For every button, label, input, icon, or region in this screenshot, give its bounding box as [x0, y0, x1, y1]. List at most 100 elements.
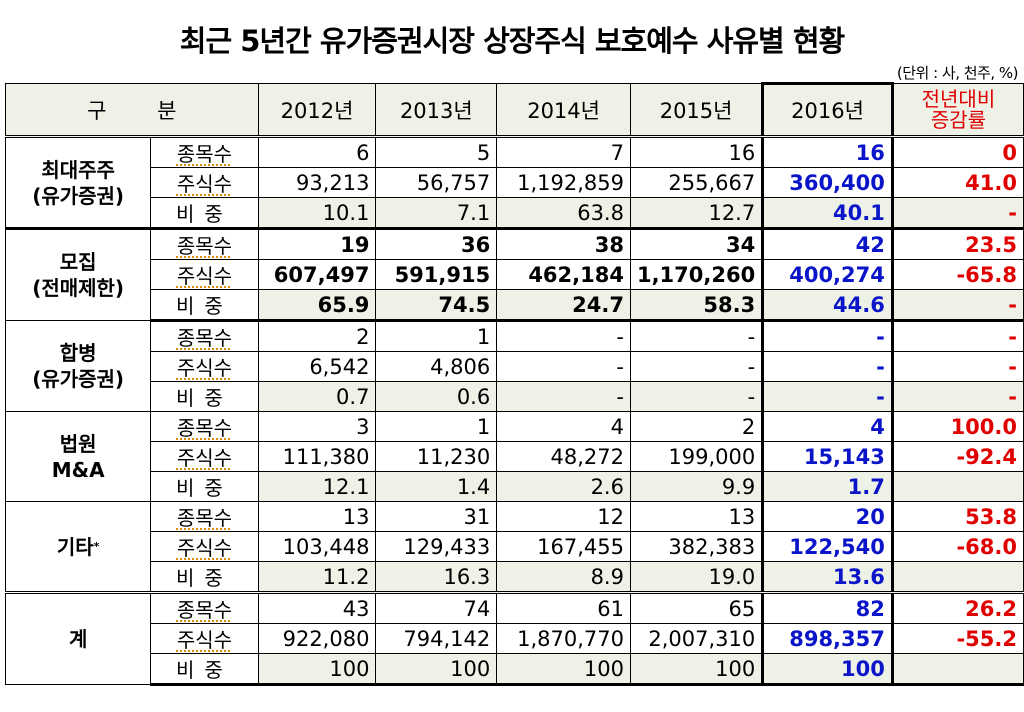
header-change-rate: 전년대비 증감률 [891, 83, 1024, 137]
value-cell: 48,272 [496, 441, 631, 472]
value-cell: 19 [257, 227, 377, 260]
value-cell: 56,757 [375, 167, 498, 198]
value-cell: - [496, 320, 631, 352]
value-cell: 1,870,770 [496, 623, 631, 654]
table-row: 주식수 93,213 56,757 1,192,859 255,667 360,400 41… [6, 167, 1024, 198]
table-row: 주식수 103,448 129,433 167,455 382,383 122,540 -6… [6, 531, 1024, 562]
value-cell: 34 [629, 227, 764, 260]
value-cell: - [629, 351, 764, 382]
value-cell: 100 [496, 653, 631, 686]
value-cell: 7.1 [375, 197, 498, 229]
sub-label-count: 종목수 [150, 135, 259, 168]
sub-label-shares: 주식수 [150, 167, 259, 198]
value-cell: 13 [629, 501, 764, 532]
value-cell: 61 [496, 591, 631, 624]
header-year-2016: 2016년 [761, 82, 894, 137]
value-cell: 2.6 [496, 471, 631, 502]
change-rate-cell: -55.2 [891, 623, 1024, 654]
value-cell: 74 [375, 591, 498, 624]
value-cell: 100 [629, 653, 764, 686]
change-rate-cell: - [891, 197, 1024, 229]
category-line1: 합병 [59, 341, 97, 365]
value-cell: 15,143 [761, 441, 894, 472]
value-cell: 1.4 [375, 471, 498, 502]
value-cell: - [761, 320, 894, 352]
category-label: 모집 (전매제한) [4, 227, 152, 321]
header-year: 2014년 [496, 83, 631, 137]
value-cell: 111,380 [257, 441, 377, 472]
category-label: 최대주주 (유가증권) [4, 135, 152, 229]
change-rate-cell: - [891, 289, 1024, 322]
change-rate-cell: 41.0 [891, 167, 1024, 198]
table-row: 최대주주 (유가증권) 종목수 6 5 7 16 16 0 [4, 135, 1024, 229]
value-cell: 8.9 [496, 561, 631, 593]
table-row: 주식수 922,080 794,142 1,870,770 2,007,310 898,3… [6, 623, 1024, 654]
table-row: 주식수 607,497 591,915 462,184 1,170,260 400,274… [6, 259, 1024, 290]
table-row: 주식수 111,380 11,230 48,272 199,000 15,143 -92.4 [6, 441, 1024, 472]
value-cell: 2 [629, 411, 764, 442]
sub-label-ratio: 비중 [150, 653, 259, 686]
value-cell: 1.7 [761, 471, 894, 502]
value-cell: 38 [496, 227, 631, 260]
change-rate-cell: - [891, 381, 1024, 412]
sub-label-ratio: 비중 [150, 471, 259, 502]
value-cell: 400,274 [761, 259, 894, 290]
category-label: 기타* [4, 501, 152, 593]
category-line2: (유가증권) [32, 183, 125, 208]
header-category: 구 분 [5, 83, 259, 137]
value-cell: 11,230 [375, 441, 498, 472]
value-cell: 255,667 [629, 167, 764, 198]
value-cell: 43 [257, 591, 377, 624]
value-cell: 100 [761, 653, 894, 686]
value-cell: 24.7 [496, 289, 631, 322]
value-cell: 65 [629, 591, 764, 624]
table-row: 주식수 6,542 4,806- - - - [6, 351, 1024, 382]
value-cell: 3 [257, 411, 377, 442]
value-cell: 82 [761, 591, 894, 624]
value-cell: 794,142 [375, 623, 498, 654]
value-cell: - [761, 351, 894, 382]
change-rate-cell: - [891, 320, 1024, 352]
value-cell: 129,433 [375, 531, 498, 562]
category-line1: 최대주주 [41, 157, 115, 182]
value-cell: 462,184 [496, 259, 631, 290]
value-cell: 31 [375, 501, 498, 532]
value-cell: 16 [761, 135, 894, 168]
table-row: 계 종목수 43 74 61 65 82 26.2 [4, 591, 1024, 685]
value-cell: 12.7 [629, 197, 764, 229]
change-rate-cell: - [891, 351, 1024, 382]
sub-label-count: 종목수 [150, 411, 259, 442]
table-row: 비중 10.1 7.1 63.8 12.7 40.1- [6, 197, 1024, 229]
value-cell: 16.3 [375, 561, 498, 593]
value-cell: 93,213 [257, 167, 377, 198]
value-cell: 5 [375, 135, 498, 168]
sub-label-count: 종목수 [150, 320, 259, 352]
header-year: 2015년 [629, 83, 764, 137]
category-label: 법원 M&A [4, 411, 152, 502]
sub-label-ratio: 비중 [150, 561, 259, 593]
value-cell: 100 [375, 653, 498, 686]
category-line1: 기타 [56, 534, 94, 559]
header-year: 2012년 [257, 83, 377, 137]
value-cell: 13 [257, 501, 377, 532]
header-year: 2013년 [375, 83, 498, 137]
change-rate-cell [891, 653, 1024, 686]
value-cell: 10.1 [257, 197, 377, 229]
value-cell: 1,170,260 [629, 259, 764, 290]
change-rate-cell: 23.5 [891, 227, 1024, 260]
value-cell: - [629, 320, 764, 352]
value-cell: 44.6 [761, 289, 894, 322]
sub-label-shares: 주식수 [150, 441, 259, 472]
value-cell: 0.7 [257, 381, 377, 412]
sub-label-ratio: 비중 [150, 197, 259, 229]
change-rate-cell [891, 561, 1024, 593]
value-cell: 199,000 [629, 441, 764, 472]
table-row: 비중 12.1 1.4 2.6 9.9 1.7 [6, 471, 1024, 502]
table-row: 비중 65.9 74.5 24.7 58.3 44.6- [6, 289, 1024, 322]
value-cell: 12 [496, 501, 631, 532]
change-rate-cell: 100.0 [891, 411, 1024, 442]
category-line1: 계 [68, 627, 88, 651]
change-rate-cell: -65.8 [891, 259, 1024, 290]
table-row: 합병 (유가증권) 종목수 2 1- - - - [4, 320, 1024, 412]
value-cell: 74.5 [375, 289, 498, 322]
